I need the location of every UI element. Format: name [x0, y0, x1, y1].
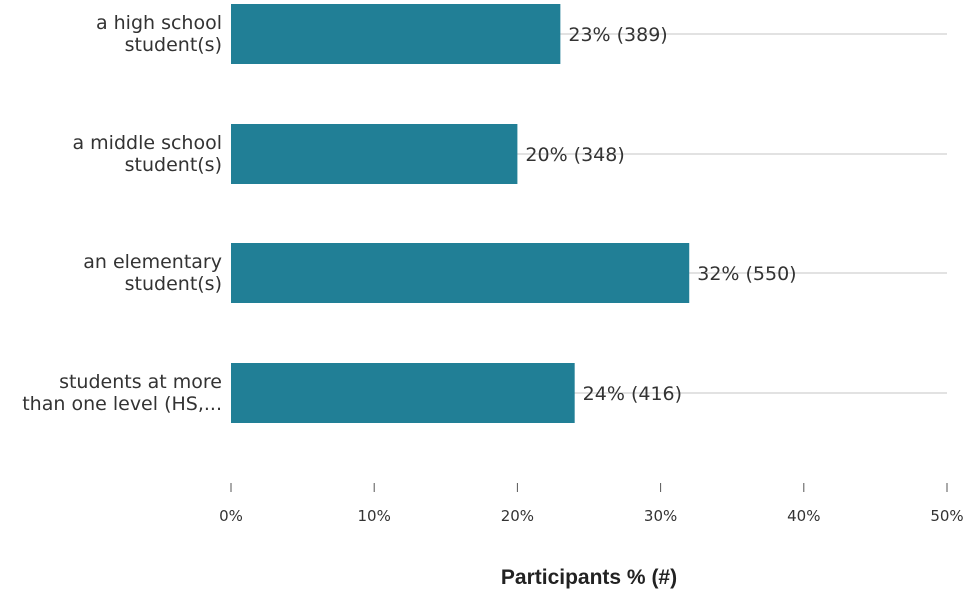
- x-axis-title: Participants % (#): [501, 566, 677, 589]
- category-label: students at more than one level (HS,...: [22, 371, 222, 415]
- category-labels: a high school student(s) a middle school st…: [22, 12, 222, 415]
- value-label: 24% (416): [583, 383, 682, 405]
- x-tick-label: 40%: [787, 507, 820, 525]
- x-tick-label: 30%: [644, 507, 677, 525]
- x-axis: 0% 10% 20% 30% 40% 50%: [219, 483, 964, 525]
- value-labels: 23% (389) 20% (348) 32% (550) 24% (416): [525, 24, 796, 405]
- x-tick-label: 0%: [219, 507, 243, 525]
- value-label: 32% (550): [697, 263, 796, 285]
- x-tick-label: 10%: [358, 507, 391, 525]
- bar: [231, 243, 690, 303]
- bars: [231, 4, 690, 423]
- category-label: an elementary student(s): [83, 251, 222, 295]
- x-tick-label: 20%: [501, 507, 534, 525]
- category-label: a middle school student(s): [72, 132, 222, 176]
- bar: [231, 363, 575, 423]
- gridlines: [231, 33, 947, 394]
- x-tick-label: 50%: [930, 507, 963, 525]
- value-label: 20% (348): [525, 144, 624, 166]
- bar: [231, 124, 518, 184]
- value-label: 23% (389): [568, 24, 667, 46]
- bar: [231, 4, 561, 64]
- category-label: a high school student(s): [96, 12, 222, 56]
